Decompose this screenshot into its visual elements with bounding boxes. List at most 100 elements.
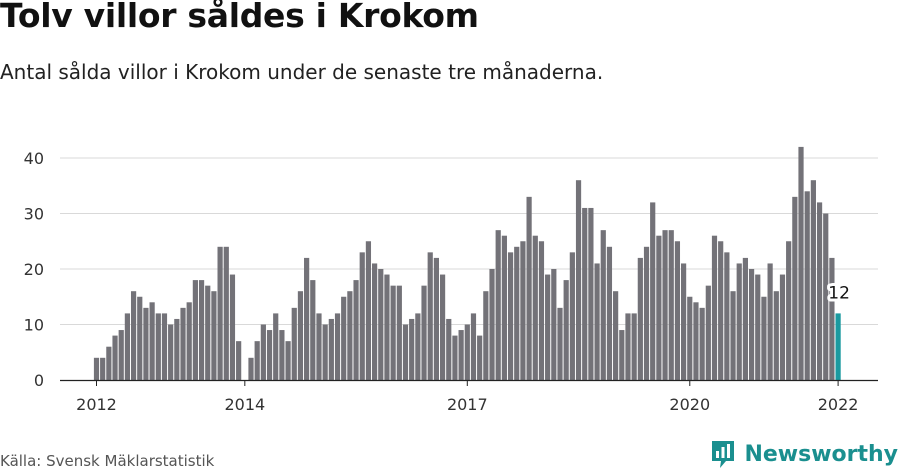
bar [446, 318, 452, 380]
brand-name: Newsworthy [744, 441, 898, 467]
bar [266, 330, 273, 380]
bar [378, 269, 384, 380]
newsworthy-icon [712, 441, 735, 468]
y-tick-label: 20 [24, 260, 44, 279]
bar [755, 274, 761, 380]
bar [384, 274, 390, 380]
bar [613, 291, 619, 380]
bar [798, 146, 804, 380]
bar [773, 291, 779, 380]
bar [767, 263, 773, 380]
bar [254, 341, 260, 380]
bar [415, 313, 421, 380]
bar [223, 246, 229, 380]
bar [198, 280, 205, 380]
bar [236, 341, 242, 380]
y-tick-label: 30 [24, 205, 44, 224]
bar [285, 341, 291, 380]
bar [402, 324, 409, 380]
bar [273, 313, 279, 380]
bar [804, 191, 810, 380]
bar [637, 257, 643, 380]
bar [149, 302, 155, 380]
x-tick-label: 2012 [76, 395, 117, 414]
bar [458, 330, 464, 380]
bar [427, 252, 433, 380]
bar [761, 296, 767, 380]
y-tick-label: 0 [34, 371, 44, 390]
chart-subtitle: Antal sålda villor i Krokom under de sen… [0, 60, 604, 84]
bar [742, 257, 748, 380]
bar [569, 252, 575, 380]
bar [421, 285, 427, 380]
value-label-halo: 12 [828, 283, 850, 303]
bar [779, 274, 786, 380]
bar [631, 313, 637, 380]
bar [699, 307, 705, 380]
bar [625, 313, 631, 380]
bar [823, 213, 829, 380]
bar [192, 280, 198, 380]
bar [304, 257, 310, 380]
chart-title: Tolv villor såldes i Krokom [0, 0, 479, 35]
bar [724, 252, 730, 380]
bar [748, 269, 755, 380]
bar [816, 202, 823, 380]
bar [718, 241, 724, 380]
bar [575, 180, 582, 380]
bar [786, 241, 792, 380]
bar [106, 346, 112, 380]
bar [328, 318, 334, 380]
bar [563, 280, 569, 380]
bar [229, 274, 236, 380]
bar [705, 285, 711, 380]
bar [582, 207, 588, 380]
bar [365, 241, 372, 380]
bar [495, 230, 501, 380]
x-tick-label: 2017 [447, 395, 488, 414]
value-label: 12 [828, 283, 850, 303]
bar [155, 313, 161, 380]
bar [588, 207, 594, 380]
bar [687, 296, 693, 380]
bar [501, 235, 507, 380]
bar [730, 291, 736, 380]
newsworthy-logo: Newsworthy [710, 439, 898, 469]
bar [606, 246, 613, 380]
bar [93, 357, 100, 380]
bar [439, 274, 446, 380]
bar [168, 324, 174, 380]
bar [372, 263, 378, 380]
bar [594, 263, 600, 380]
bar [477, 335, 483, 380]
bar [180, 307, 186, 380]
bar [359, 252, 365, 380]
bar [619, 330, 625, 380]
bar [186, 302, 192, 380]
bar [130, 291, 137, 380]
bar [291, 307, 297, 380]
bar [118, 330, 124, 380]
bar [124, 313, 130, 380]
bar [409, 318, 415, 380]
bar [520, 241, 526, 380]
bar [334, 313, 341, 380]
bar [297, 291, 304, 380]
bar [483, 291, 489, 380]
bar [390, 285, 396, 380]
bar [674, 241, 681, 380]
bar [248, 357, 254, 380]
bar [736, 263, 742, 380]
bar [143, 307, 149, 380]
bar [464, 324, 470, 380]
bar [100, 357, 106, 380]
bar [643, 246, 650, 380]
bar [693, 302, 699, 380]
x-tick-label: 2022 [818, 395, 859, 414]
bar [600, 230, 606, 380]
bar [711, 235, 718, 380]
bar [538, 241, 545, 380]
bar [279, 330, 285, 380]
bar [112, 335, 118, 380]
bar [514, 246, 520, 380]
